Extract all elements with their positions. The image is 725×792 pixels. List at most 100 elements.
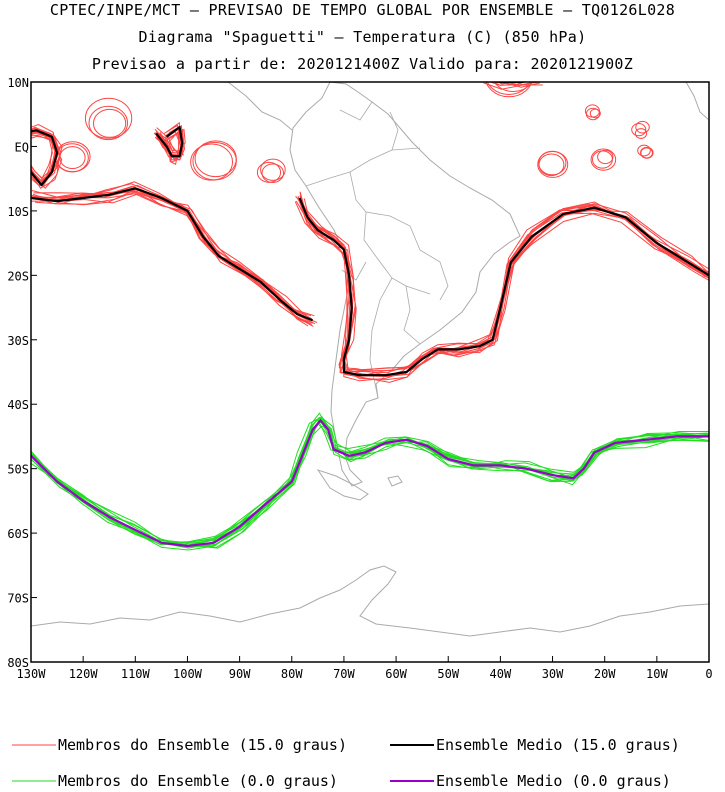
mean-line-1-seg-0 (31, 419, 709, 548)
africa-coastline (685, 82, 709, 121)
x-tick-label-3: 100W (173, 667, 203, 681)
member-loop-7-1 (584, 104, 600, 118)
member-loop-0-1 (84, 97, 133, 139)
member-line-g1-m3-s0 (31, 422, 709, 546)
member-loop-5-1 (590, 148, 617, 171)
member-line-g0-m9-s4 (518, 82, 520, 83)
x-tick-label-7: 60W (385, 667, 407, 681)
member-line-g0-m13-s1 (299, 202, 709, 382)
x-tick-label-8: 50W (437, 667, 459, 681)
member-loop-3-2 (261, 163, 285, 184)
legend-label-0: Membros do Ensemble (15.0 graus) (58, 736, 347, 754)
y-tick-label-6: 50S (7, 463, 29, 477)
member-line-g0-m7-s4 (483, 73, 538, 81)
x-tick-label-4: 90W (229, 667, 251, 681)
member-line-g1-m10-s0 (33, 415, 707, 549)
y-tick-label-4: 30S (7, 334, 29, 348)
central-america-coastline (227, 82, 293, 131)
member-loop-8-1 (631, 123, 647, 137)
member-loop-2-1 (190, 143, 234, 181)
member-line-g1-m12-s0 (31, 418, 709, 551)
member-line-g0-m2-s4 (482, 70, 540, 80)
legend-label-1: Ensemble Medio (15.0 graus) (436, 736, 680, 754)
member-loop-9-2 (486, 82, 531, 96)
member-loop-6-2 (640, 146, 654, 159)
member-loop-3-0 (260, 158, 286, 181)
member-line-g0-m12-s0 (31, 188, 313, 321)
member-loop-2-2 (192, 141, 237, 181)
map-background (31, 82, 709, 637)
member-line-g0-m8-s0 (36, 190, 318, 323)
member-line-g0-m12-s4 (479, 73, 543, 80)
x-tick-label-13: 0 (705, 667, 712, 681)
member-loop-4-2 (538, 150, 567, 176)
chart-title-line-1: CPTEC/INPE/MCT — PREVISAO DE TEMPO GLOBA… (49, 1, 676, 19)
member-line-g0-m13-s0 (33, 191, 316, 325)
member-line-g0-m10-s1 (299, 197, 709, 378)
member-line-g1-m2-s0 (34, 416, 705, 549)
member-line-g0-m8-s1 (295, 200, 709, 374)
member-line-g0-m2-s0 (31, 188, 312, 321)
member-loop-6-0 (637, 144, 651, 157)
tierra-del-fuego (316, 469, 403, 501)
member-loop-5-2 (597, 149, 614, 165)
member-line-g0-m3-s2 (31, 133, 61, 182)
member-line-g0-m7-s0 (31, 190, 314, 327)
member-loop-0-0 (88, 105, 129, 141)
x-tick-label-1: 120W (69, 667, 99, 681)
chart-title-line-2: Diagrama "Spaguetti" — Temperatura (C) (… (138, 28, 587, 46)
member-line-g0-m5-s1 (295, 195, 707, 371)
antarctica-coastline (31, 565, 709, 637)
member-line-g0-m1-s0 (33, 185, 313, 320)
country-borders (305, 101, 449, 399)
member-line-g1-m8-s0 (33, 418, 706, 548)
y-tick-label-3: 20S (7, 269, 29, 283)
x-tick-label-11: 20W (594, 667, 616, 681)
member-loop-0-2 (92, 108, 127, 138)
mean-line-0-seg-3 (155, 126, 184, 158)
member-line-g1-m5-s0 (31, 416, 709, 547)
member-loop-9-0 (485, 82, 533, 98)
member-line-g0-m0-s0 (31, 189, 309, 327)
legend-label-3: Ensemble Medio (0.0 graus) (436, 772, 671, 790)
member-line-g0-m12-s3 (156, 128, 184, 159)
member-line-g0-m2-s3 (156, 124, 184, 157)
y-tick-label-8: 70S (7, 592, 29, 606)
y-tick-label-9: 80S (7, 656, 29, 670)
y-tick-label-2: 10S (7, 205, 29, 219)
member-loop-9-1 (493, 82, 534, 93)
south-america-coastline (289, 82, 521, 487)
mean-line-0-seg-1 (298, 197, 709, 377)
y-tick-label-5: 40S (7, 398, 29, 412)
member-line-g0-m1-s4 (517, 82, 523, 83)
x-tick-label-5: 80W (281, 667, 303, 681)
x-tick-label-0: 130W (17, 667, 47, 681)
member-line-g0-m3-s0 (31, 193, 311, 325)
plot-frame (30, 81, 710, 663)
y-tick-label-1: EQ (15, 140, 29, 154)
y-tick-label-7: 60S (7, 527, 29, 541)
mean-line-0-seg-0 (31, 187, 314, 322)
chart-title-line-3: Previsao a partir de: 2020121400Z Valido… (91, 55, 634, 73)
member-line-g0-m12-s2 (31, 135, 57, 180)
x-tick-label-10: 30W (542, 667, 564, 681)
member-line-g0-m5-s0 (31, 184, 314, 322)
member-line-g0-m11-s4 (489, 82, 541, 86)
x-tick-label-6: 70W (333, 667, 355, 681)
member-loop-8-2 (634, 128, 648, 139)
mean-line-0-seg-4 (496, 82, 529, 84)
member-line-g0-m0-s4 (495, 82, 515, 83)
member-loop-7-2 (585, 107, 601, 121)
member-line-g0-m8-s2 (31, 127, 57, 186)
legend-label-2: Membros do Ensemble (0.0 graus) (58, 772, 338, 790)
member-loop-8-0 (635, 120, 650, 134)
member-line-g0-m1-s1 (294, 201, 709, 383)
x-tick-label-2: 110W (121, 667, 151, 681)
member-line-g0-m4-s0 (32, 190, 314, 324)
member-loop-1-0 (59, 146, 86, 170)
x-tick-label-9: 40W (490, 667, 512, 681)
member-loop-5-0 (591, 150, 613, 169)
mean-line-0-seg-2 (31, 129, 59, 187)
y-tick-label-0: 10N (7, 76, 29, 90)
